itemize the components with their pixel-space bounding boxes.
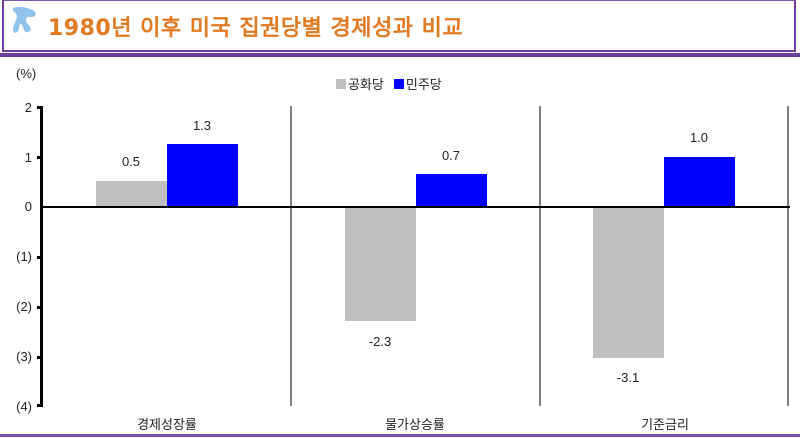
bar-republican-rate <box>593 207 664 358</box>
bar-republican-inflation <box>345 207 416 321</box>
legend-label: 민주당 <box>405 78 442 93</box>
legend-swatch-gray <box>336 78 346 89</box>
y-tick-label: (1) <box>16 249 32 264</box>
value-label: -3.1 <box>616 370 640 385</box>
y-tick <box>37 106 43 109</box>
y-tick-label: 0 <box>24 199 32 214</box>
value-label: 1.3 <box>192 118 212 133</box>
bar-republican-growth <box>96 181 167 207</box>
title-underline <box>0 53 800 57</box>
value-label: -2.3 <box>368 334 392 349</box>
legend: 공화당 민주당 <box>336 74 442 93</box>
bottom-border <box>0 434 800 437</box>
y-tick-label: (4) <box>16 399 32 414</box>
group-separator <box>787 106 789 406</box>
blue-drop-icon <box>12 7 36 33</box>
legend-item-democrat: 민주당 <box>393 74 442 93</box>
y-tick <box>37 256 43 259</box>
value-label: 1.0 <box>689 130 709 145</box>
page-title: 1980년 이후 미국 집권당별 경제성과 비교 <box>48 16 464 41</box>
category-label: 물가상승률 <box>385 418 445 433</box>
group-separator <box>539 106 541 406</box>
y-tick-label: 1 <box>24 150 32 165</box>
y-axis-unit: (%) <box>16 66 37 81</box>
y-tick <box>37 356 43 359</box>
group-separator <box>290 106 292 406</box>
zero-axis-line <box>40 206 790 208</box>
title-bar <box>2 0 796 52</box>
value-label: 0.7 <box>441 148 461 163</box>
y-tick-label: (2) <box>16 299 32 314</box>
category-label: 경제성장률 <box>137 418 197 433</box>
legend-swatch-blue <box>393 78 404 89</box>
y-tick-label: 2 <box>24 100 32 115</box>
y-tick <box>37 404 43 407</box>
y-tick-label: (3) <box>16 349 32 364</box>
bar-democrat-inflation <box>416 174 487 207</box>
legend-label: 공화당 <box>348 78 384 93</box>
category-label: 기준금리 <box>641 418 689 433</box>
legend-item-republican: 공화당 <box>336 74 384 93</box>
y-tick <box>37 156 43 159</box>
bar-democrat-growth <box>167 144 238 207</box>
value-label: 0.5 <box>121 154 141 169</box>
bar-democrat-rate <box>664 157 735 207</box>
y-tick <box>37 306 43 309</box>
